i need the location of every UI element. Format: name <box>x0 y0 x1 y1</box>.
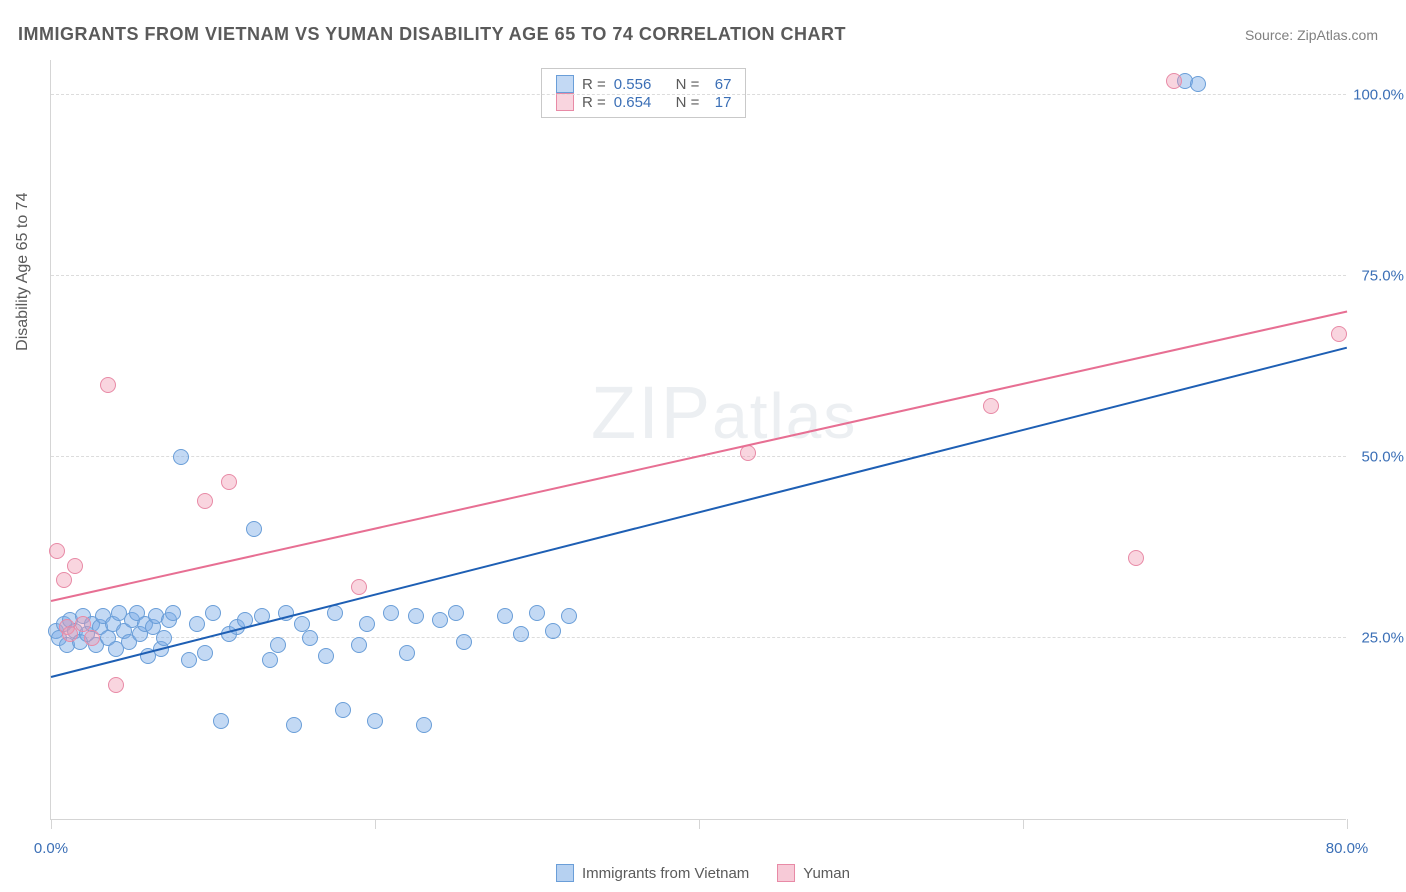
legend-n-value: 17 <box>707 94 731 111</box>
data-point <box>173 449 189 465</box>
data-point <box>359 616 375 632</box>
data-point <box>335 702 351 718</box>
gridline <box>51 637 1346 638</box>
data-point <box>75 616 91 632</box>
data-point <box>1190 76 1206 92</box>
data-point <box>432 612 448 628</box>
x-tick <box>51 819 52 829</box>
data-point <box>181 652 197 668</box>
y-tick-label: 50.0% <box>1361 449 1404 466</box>
data-point <box>294 616 310 632</box>
data-point <box>740 445 756 461</box>
data-point <box>561 608 577 624</box>
y-tick-label: 100.0% <box>1353 87 1404 104</box>
data-point <box>1128 550 1144 566</box>
data-point <box>1166 73 1182 89</box>
legend-item: Immigrants from Vietnam <box>556 864 749 882</box>
legend-row: R = 0.556 N = 67 <box>556 75 731 93</box>
data-point <box>367 713 383 729</box>
data-point <box>416 717 432 733</box>
data-point <box>213 713 229 729</box>
data-point <box>205 605 221 621</box>
data-point <box>302 630 318 646</box>
watermark: ZIPatlas <box>591 370 857 455</box>
legend-r-label: R = <box>582 94 606 111</box>
series-legend: Immigrants from Vietnam Yuman <box>556 864 850 882</box>
data-point <box>318 648 334 664</box>
legend-r-value: 0.556 <box>614 76 652 93</box>
gridline <box>51 94 1346 95</box>
legend-label: Yuman <box>803 865 850 882</box>
data-point <box>351 637 367 653</box>
data-point <box>408 608 424 624</box>
legend-label: Immigrants from Vietnam <box>582 865 749 882</box>
legend-n-label: N = <box>676 76 700 93</box>
data-point <box>84 630 100 646</box>
data-point <box>456 634 472 650</box>
legend-swatch <box>556 864 574 882</box>
x-tick <box>699 819 700 829</box>
scatter-chart: ZIPatlas R =0.556 N =67R =0.654 N =17 25… <box>50 60 1346 820</box>
data-point <box>67 558 83 574</box>
legend-swatch <box>777 864 795 882</box>
legend-n-value: 67 <box>707 76 731 93</box>
legend-n-label: N = <box>676 94 700 111</box>
x-tick <box>1023 819 1024 829</box>
data-point <box>448 605 464 621</box>
x-tick <box>1347 819 1348 829</box>
data-point <box>383 605 399 621</box>
data-point <box>545 623 561 639</box>
y-axis-label: Disability Age 65 to 74 <box>14 193 32 351</box>
legend-row: R = 0.654 N = 17 <box>556 93 731 111</box>
data-point <box>1331 326 1347 342</box>
y-tick-label: 25.0% <box>1361 630 1404 647</box>
y-tick-label: 75.0% <box>1361 268 1404 285</box>
chart-header: IMMIGRANTS FROM VIETNAM VS YUMAN DISABIL… <box>18 24 1378 45</box>
legend-swatch <box>556 93 574 111</box>
data-point <box>165 605 181 621</box>
data-point <box>399 645 415 661</box>
data-point <box>197 645 213 661</box>
legend-swatch <box>556 75 574 93</box>
chart-title: IMMIGRANTS FROM VIETNAM VS YUMAN DISABIL… <box>18 24 846 45</box>
trend-line <box>51 347 1347 678</box>
source-prefix: Source: <box>1245 27 1297 43</box>
legend-r-value: 0.654 <box>614 94 652 111</box>
data-point <box>108 677 124 693</box>
x-tick-label: 80.0% <box>1326 840 1369 857</box>
data-point <box>262 652 278 668</box>
data-point <box>351 579 367 595</box>
data-point <box>56 572 72 588</box>
data-point <box>100 377 116 393</box>
data-point <box>270 637 286 653</box>
data-point <box>513 626 529 642</box>
source-attribution: Source: ZipAtlas.com <box>1245 27 1378 43</box>
legend-item: Yuman <box>777 864 850 882</box>
x-tick <box>375 819 376 829</box>
x-tick-label: 0.0% <box>34 840 68 857</box>
gridline <box>51 275 1346 276</box>
legend-r-label: R = <box>582 76 606 93</box>
data-point <box>497 608 513 624</box>
data-point <box>529 605 545 621</box>
data-point <box>189 616 205 632</box>
data-point <box>983 398 999 414</box>
data-point <box>62 626 78 642</box>
source-link[interactable]: ZipAtlas.com <box>1297 27 1378 43</box>
data-point <box>197 493 213 509</box>
data-point <box>246 521 262 537</box>
data-point <box>221 474 237 490</box>
data-point <box>286 717 302 733</box>
correlation-legend: R = 0.556 N = 67 R = 0.654 N = 17 <box>541 68 746 118</box>
data-point <box>156 630 172 646</box>
data-point <box>49 543 65 559</box>
